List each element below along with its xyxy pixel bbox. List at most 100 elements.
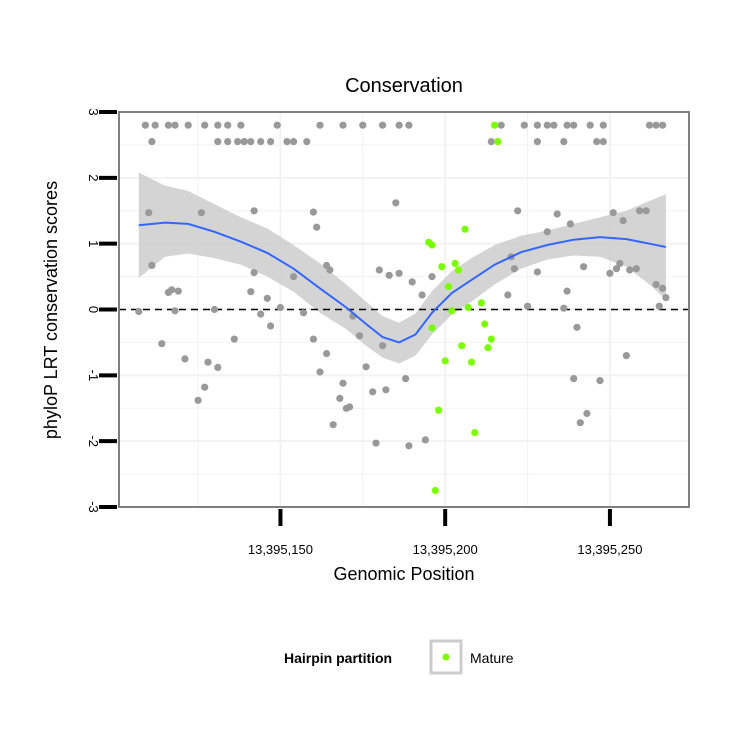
data-point bbox=[339, 121, 347, 129]
data-point bbox=[583, 409, 591, 418]
data-point bbox=[339, 379, 347, 387]
mature-point bbox=[494, 138, 502, 146]
data-point bbox=[171, 307, 179, 315]
data-point bbox=[362, 363, 370, 371]
data-point bbox=[524, 302, 532, 310]
data-point bbox=[533, 121, 542, 129]
data-point bbox=[250, 269, 258, 277]
data-point bbox=[355, 332, 364, 340]
data-point bbox=[543, 228, 551, 236]
data-point bbox=[652, 280, 660, 289]
data-point bbox=[375, 266, 383, 274]
data-point bbox=[224, 121, 232, 129]
y-tick-label: 1 bbox=[86, 240, 101, 247]
data-point bbox=[273, 121, 281, 129]
legend-title: Hairpin partition bbox=[284, 650, 392, 666]
data-point bbox=[586, 121, 594, 129]
data-point bbox=[359, 121, 367, 129]
confidence-band bbox=[138, 172, 666, 364]
data-point bbox=[418, 291, 426, 299]
data-point bbox=[405, 442, 413, 450]
data-point bbox=[184, 121, 192, 129]
data-point bbox=[580, 263, 588, 271]
data-point bbox=[514, 207, 522, 215]
data-point bbox=[214, 138, 222, 146]
mature-point bbox=[431, 486, 439, 495]
data-point bbox=[636, 207, 644, 215]
data-point bbox=[616, 259, 624, 267]
mature-point bbox=[458, 342, 466, 350]
data-point bbox=[652, 121, 660, 129]
data-point bbox=[290, 273, 298, 281]
mature-point bbox=[448, 307, 456, 315]
data-point bbox=[402, 375, 410, 383]
legend-label-mature: Mature bbox=[470, 650, 514, 666]
smooth-curve bbox=[138, 221, 667, 344]
data-point bbox=[566, 220, 575, 228]
data-point bbox=[309, 335, 317, 343]
data-point bbox=[194, 396, 202, 404]
data-point bbox=[642, 207, 650, 215]
data-point bbox=[234, 138, 242, 146]
mature-point bbox=[441, 357, 449, 365]
data-point bbox=[326, 266, 334, 274]
data-point bbox=[379, 342, 387, 350]
data-point bbox=[619, 217, 627, 225]
data-point bbox=[487, 138, 495, 146]
y-tick-label: -2 bbox=[86, 435, 101, 447]
data-point bbox=[240, 138, 248, 146]
data-point bbox=[323, 350, 331, 358]
data-point bbox=[550, 121, 558, 129]
data-point bbox=[210, 305, 219, 314]
data-point bbox=[395, 269, 403, 277]
data-point bbox=[421, 436, 429, 444]
x-tick-label: 13,395,250 bbox=[577, 542, 642, 557]
y-axis-title: phyloP LRT conservation scores bbox=[41, 181, 61, 439]
data-point bbox=[181, 355, 189, 363]
x-axis-title: Genomic Position bbox=[333, 564, 474, 584]
data-point bbox=[504, 291, 512, 299]
data-point bbox=[230, 335, 238, 343]
y-tick-label: 2 bbox=[86, 174, 101, 181]
data-point bbox=[148, 261, 156, 269]
data-point bbox=[197, 209, 205, 217]
data-point bbox=[659, 121, 667, 129]
data-point bbox=[570, 121, 578, 129]
y-axis: -3 -2 -1 0 1 2 3 bbox=[86, 108, 117, 513]
data-point bbox=[573, 323, 581, 331]
data-point bbox=[599, 121, 607, 129]
data-point bbox=[560, 138, 568, 146]
data-point bbox=[369, 388, 377, 396]
data-point bbox=[385, 271, 393, 279]
data-point bbox=[372, 439, 380, 447]
mature-point bbox=[428, 241, 436, 249]
data-point bbox=[164, 121, 172, 129]
mature-point bbox=[487, 335, 495, 343]
data-point bbox=[632, 265, 640, 273]
data-point bbox=[267, 322, 275, 330]
mature-point bbox=[444, 282, 453, 291]
data-point bbox=[576, 419, 584, 427]
y-tick-label: -1 bbox=[86, 370, 101, 382]
mature-point bbox=[471, 429, 479, 437]
data-point bbox=[247, 288, 255, 296]
data-point bbox=[622, 352, 631, 360]
x-tick-label: 13,395,200 bbox=[413, 542, 478, 557]
y-tick-label: 3 bbox=[86, 108, 101, 115]
data-point bbox=[283, 138, 291, 146]
legend: Hairpin partition Mature bbox=[284, 639, 514, 675]
data-point bbox=[606, 269, 614, 277]
scatter-points bbox=[135, 121, 670, 495]
data-point bbox=[329, 421, 337, 429]
data-point bbox=[553, 210, 561, 218]
data-point bbox=[309, 208, 317, 216]
data-point bbox=[158, 340, 166, 348]
data-point bbox=[599, 138, 607, 146]
mature-point bbox=[464, 303, 472, 312]
mature-point bbox=[438, 263, 446, 271]
data-point bbox=[303, 138, 311, 146]
data-point bbox=[596, 377, 604, 385]
plot-frame bbox=[118, 111, 690, 508]
data-point bbox=[151, 121, 159, 129]
